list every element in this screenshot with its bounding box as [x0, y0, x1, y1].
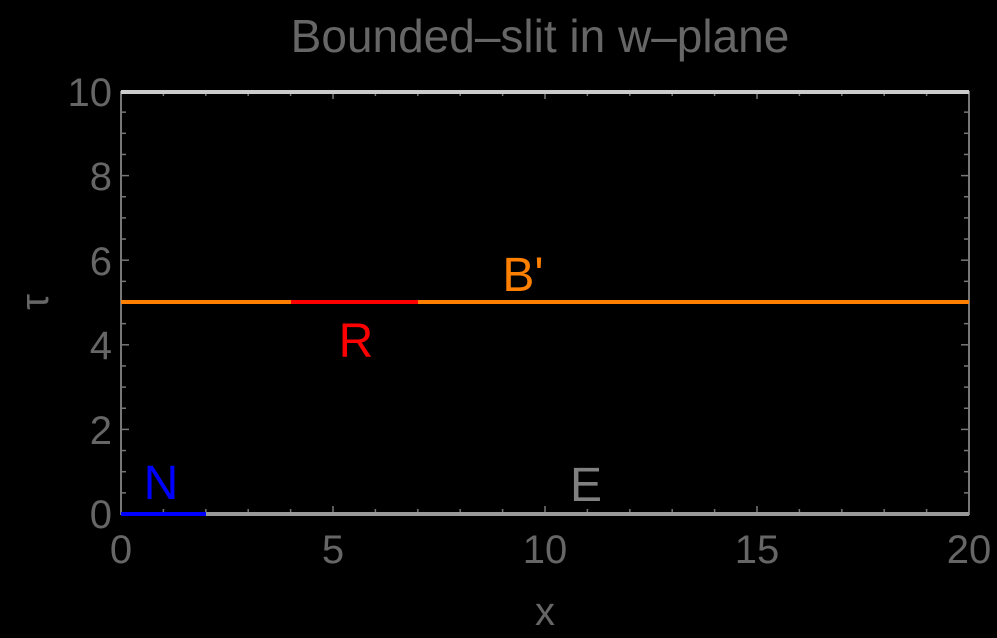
x-tick-labels: 0 5 10 15 20	[110, 528, 991, 572]
annotation-E: E	[570, 459, 602, 512]
y-tick-label: 6	[90, 240, 112, 284]
y-tick-label: 2	[90, 409, 112, 453]
x-tick-label: 15	[735, 528, 780, 572]
y-tick-label: 0	[90, 493, 112, 537]
series-lines	[121, 90, 969, 516]
x-axis-label: x	[535, 590, 555, 634]
annotation-N: N	[144, 457, 179, 510]
y-tick-label: 4	[90, 324, 112, 368]
annotation-R: R	[339, 315, 374, 368]
x-tick-label: 10	[523, 528, 568, 572]
x-tick-label: 0	[110, 528, 132, 572]
x-tick-label: 5	[322, 528, 344, 572]
chart-title: Bounded–slit in w–plane	[291, 10, 790, 62]
y-tick-label: 8	[90, 155, 112, 199]
y-tick-label: 10	[68, 71, 113, 115]
annotation-B-prime: B'	[502, 249, 543, 302]
y-tick-labels: 0 2 4 6 8 10	[68, 71, 113, 537]
y-axis-label: τ	[13, 294, 57, 310]
x-tick-label: 20	[947, 528, 992, 572]
